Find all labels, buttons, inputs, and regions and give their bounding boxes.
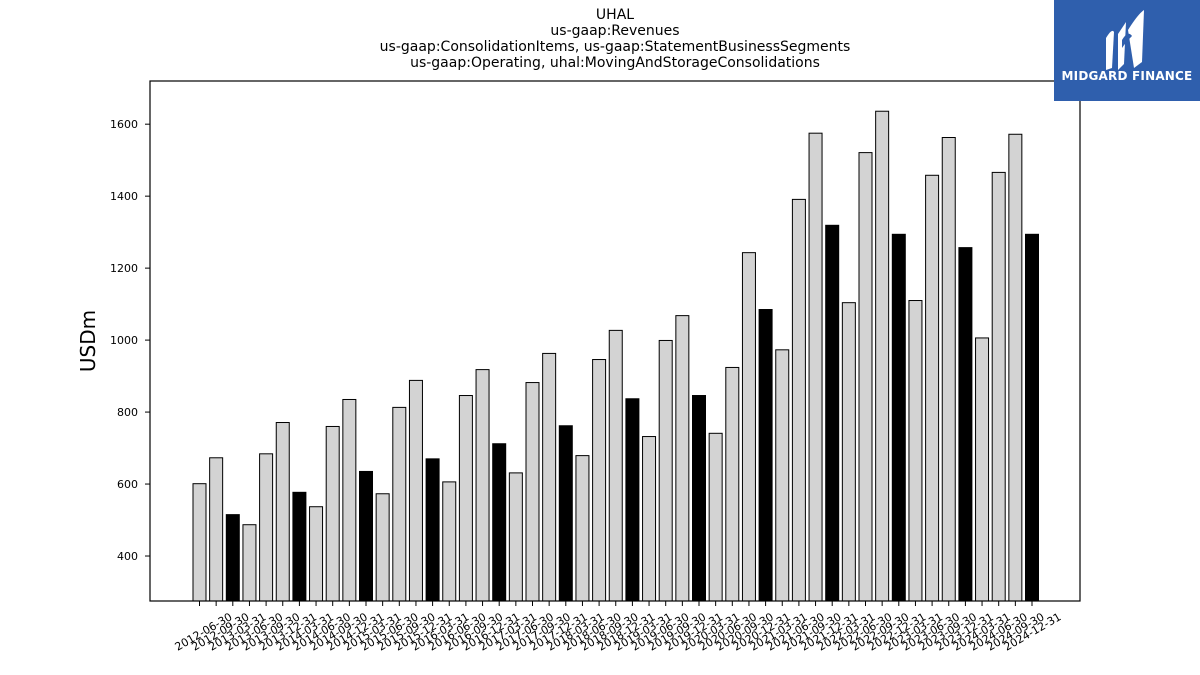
y-tick-label: 1400 xyxy=(110,190,138,203)
bar xyxy=(891,233,906,602)
bar xyxy=(741,252,756,602)
y-tick-label: 1000 xyxy=(110,334,138,347)
bar xyxy=(875,110,890,602)
bar xyxy=(359,470,373,602)
bar xyxy=(625,398,640,602)
y-tick-label: 600 xyxy=(117,478,138,491)
plot-frame xyxy=(149,80,1081,602)
bar xyxy=(791,198,806,602)
bar xyxy=(192,483,207,602)
bar xyxy=(492,443,507,602)
bar xyxy=(708,432,723,602)
bar xyxy=(925,174,940,602)
bar xyxy=(442,481,457,602)
logo-text: MIDGARD FINANCE xyxy=(1061,69,1193,83)
bar xyxy=(342,398,357,602)
bar xyxy=(225,514,240,602)
bar xyxy=(392,406,407,602)
y-tick-label: 400 xyxy=(117,550,138,563)
bar xyxy=(542,352,557,602)
bar xyxy=(209,457,224,602)
bar xyxy=(608,329,623,602)
bar xyxy=(292,491,307,602)
bar xyxy=(408,379,423,602)
logo-mark-icon xyxy=(1106,10,1144,70)
bar xyxy=(1025,233,1039,602)
bar xyxy=(841,302,856,602)
bar xyxy=(941,137,956,602)
chart-title-line: UHAL xyxy=(595,7,635,23)
bar xyxy=(642,436,657,602)
bar xyxy=(825,224,840,602)
brand-logo: MIDGARD FINANCE xyxy=(1054,0,1200,101)
bar xyxy=(758,309,773,602)
y-tick-label: 800 xyxy=(117,406,138,419)
chart-title-line: us-gaap:ConsolidationItems, us-gaap:Stat… xyxy=(379,39,851,55)
bar xyxy=(575,455,590,602)
bar xyxy=(658,339,673,602)
bar xyxy=(692,395,706,602)
bar xyxy=(1008,133,1023,602)
bar xyxy=(375,493,390,602)
bar xyxy=(592,359,607,602)
bar xyxy=(775,349,790,602)
bar xyxy=(991,171,1006,602)
bar xyxy=(958,247,973,602)
bar xyxy=(525,382,540,602)
bar xyxy=(325,425,340,602)
bar xyxy=(558,425,573,602)
bar xyxy=(425,458,440,602)
y-tick-label: 1200 xyxy=(110,262,138,275)
bar xyxy=(725,366,740,602)
bar xyxy=(858,152,873,602)
bar xyxy=(242,524,257,602)
y-tick-label: 1600 xyxy=(110,118,138,131)
bar xyxy=(259,453,274,602)
bar xyxy=(508,472,523,602)
chart-title-line: us-gaap:Revenues xyxy=(550,23,680,39)
bar xyxy=(275,422,290,602)
bar xyxy=(675,315,690,602)
bar xyxy=(808,132,823,602)
chart-title-line: us-gaap:Operating, uhal:MovingAndStorage… xyxy=(410,55,820,71)
bar xyxy=(458,395,473,602)
y-axis-label: USDm xyxy=(76,310,100,372)
bar xyxy=(975,337,990,602)
bar xyxy=(475,369,490,602)
chart-title: UHAL us-gaap:Revenues us-gaap:Consolidat… xyxy=(150,7,1080,71)
bar xyxy=(309,506,324,602)
bar xyxy=(908,300,923,602)
